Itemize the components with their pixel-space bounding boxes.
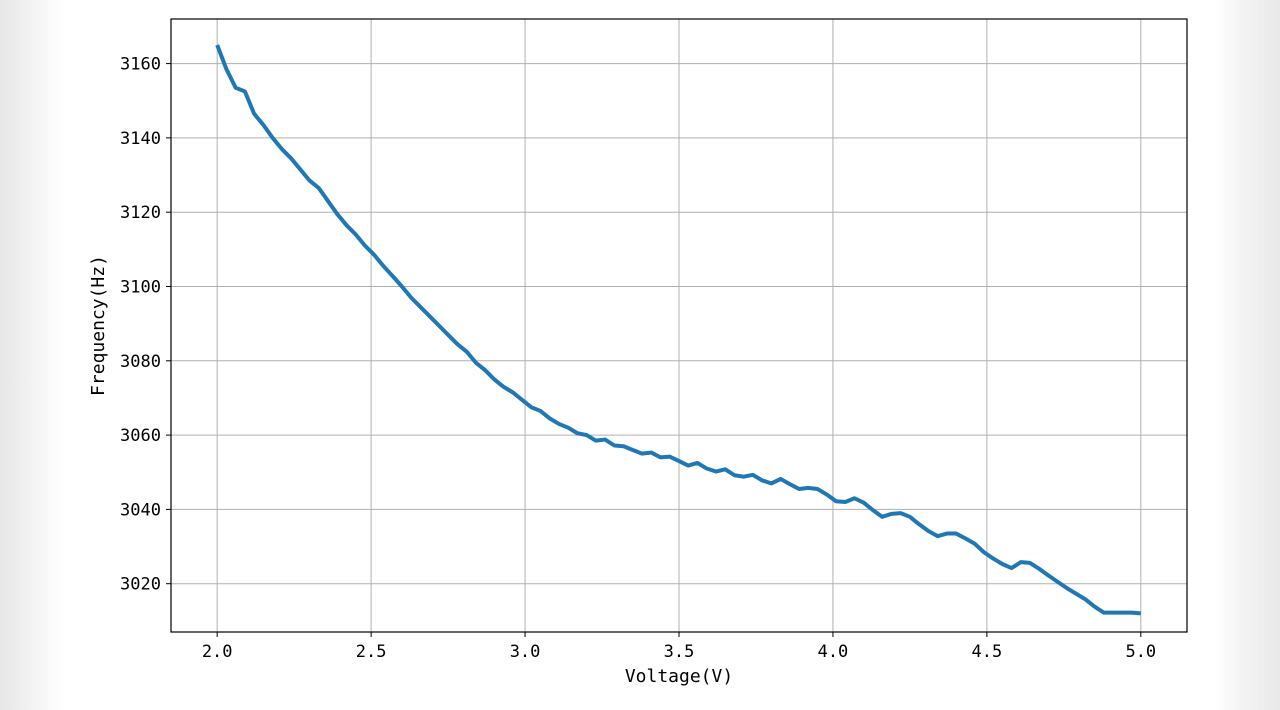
- x-tick-label: 3.0: [510, 642, 541, 662]
- y-tick-label: 3140: [120, 129, 161, 149]
- y-tick-label: 3040: [120, 500, 161, 520]
- x-tick-label: 3.5: [664, 642, 695, 662]
- x-tick-label: 4.5: [972, 642, 1003, 662]
- series-line: [215, 44, 1141, 616]
- series-layer: [215, 44, 1141, 616]
- y-tick-label: 3080: [120, 352, 161, 372]
- x-tick-label: 2.0: [202, 642, 233, 662]
- grid-lines: [171, 19, 1187, 632]
- y-tick-label: 3160: [120, 55, 161, 75]
- figure-panel: 2.0 2.5 3.0 3.5 4.0 4.5 5.0 3020 3040 3060 3080 31…: [64, 0, 1214, 710]
- x-tick-label: 4.0: [818, 642, 849, 662]
- tick-marks: [166, 63, 1142, 637]
- line-chart: 2.0 2.5 3.0 3.5 4.0 4.5 5.0 3020 3040 3060 3080 31…: [88, 18, 1188, 687]
- x-tick-label: 2.5: [356, 642, 387, 662]
- y-axis-label: Frequency(Hz): [88, 255, 109, 396]
- y-tick-label: 3120: [120, 203, 161, 223]
- x-tick-labels: 2.0 2.5 3.0 3.5 4.0 4.5 5.0: [202, 642, 1156, 662]
- y-tick-labels: 3020 3040 3060 3080 3100 3120 3140 3160: [120, 55, 161, 595]
- y-tick-label: 3020: [120, 575, 161, 595]
- y-tick-label: 3100: [120, 277, 161, 297]
- x-tick-label: 5.0: [1125, 642, 1156, 662]
- y-tick-label: 3060: [120, 426, 161, 446]
- x-axis-label: Voltage(V): [625, 666, 733, 687]
